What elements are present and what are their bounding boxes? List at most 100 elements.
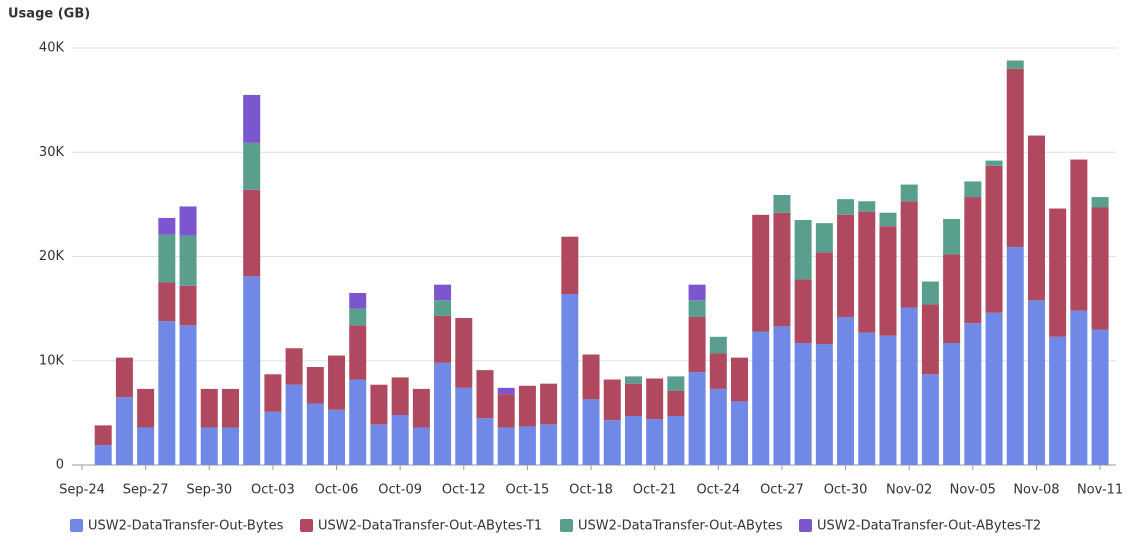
x-tick-label: Oct-30	[824, 483, 868, 498]
bar-segment	[815, 344, 833, 465]
bar-segment	[158, 217, 176, 235]
bar-segment	[328, 409, 346, 465]
legend-label: USW2-DataTransfer-Out-ABytes	[578, 519, 783, 534]
bar-segment	[179, 325, 197, 465]
bar-segment	[221, 427, 239, 465]
bar-segment	[667, 390, 685, 417]
bar-segment	[200, 388, 218, 428]
bar-segment	[900, 184, 918, 202]
bar-segment	[921, 281, 939, 305]
bar-segment	[921, 374, 939, 465]
bar-segment	[964, 197, 982, 324]
bar-segment	[943, 343, 961, 465]
bar-segment	[794, 279, 812, 344]
bar-segment	[921, 304, 939, 375]
bar-segment	[943, 254, 961, 344]
bar-segment	[243, 276, 261, 465]
bar-segment	[688, 300, 706, 317]
bar-segment	[837, 316, 855, 465]
bar-segment	[243, 189, 261, 277]
bar-segment	[582, 354, 600, 400]
bar-segment	[1027, 300, 1045, 465]
x-tick-label: Oct-27	[760, 483, 804, 498]
y-axis-label: Usage (GB)	[8, 7, 90, 22]
x-tick-label: Nov-08	[1013, 483, 1059, 498]
bar-segment	[815, 223, 833, 253]
x-tick-label: Oct-18	[569, 483, 613, 498]
bar-segment	[943, 218, 961, 255]
legend-swatch	[799, 519, 812, 532]
x-tick-label: Oct-12	[442, 483, 486, 498]
bar-segment	[709, 388, 727, 465]
bar-segment	[709, 336, 727, 354]
bar-segment	[370, 384, 388, 425]
bar-segment	[1091, 197, 1109, 208]
bar-segment	[497, 427, 515, 465]
bar-segment	[879, 212, 897, 227]
x-tick-label: Oct-06	[315, 483, 359, 498]
bar-segment	[391, 414, 409, 465]
bar-segment	[221, 388, 239, 428]
bar-segment	[709, 353, 727, 389]
bar-segment	[688, 316, 706, 373]
bar-segment	[264, 411, 282, 465]
bar-segment	[837, 199, 855, 215]
bar-segment	[158, 321, 176, 465]
bar-segment	[879, 335, 897, 465]
bar-segment	[540, 424, 558, 465]
bar-segment	[434, 300, 452, 316]
bar-segment	[243, 94, 261, 143]
legend-label: USW2-DataTransfer-Out-Bytes	[88, 519, 284, 534]
bar-segment	[1091, 329, 1109, 465]
bar-segment	[412, 427, 430, 465]
bar-segment	[412, 388, 430, 428]
bar-segment	[497, 394, 515, 428]
bar-segment	[985, 312, 1003, 465]
bar-segment	[688, 372, 706, 465]
legend-swatch	[300, 519, 313, 532]
bar-segment	[858, 211, 876, 333]
legend-swatch	[560, 519, 573, 532]
bar-segment	[306, 367, 324, 404]
x-tick-label: Oct-24	[696, 483, 740, 498]
bar-segment	[731, 401, 749, 465]
bar-segment	[115, 357, 133, 398]
bar-segment	[158, 282, 176, 322]
bar-segment	[731, 357, 749, 402]
y-tick-label: 0	[56, 458, 64, 473]
x-tick-label: Sep-24	[59, 483, 105, 498]
bar-segment	[1006, 60, 1024, 69]
x-tick-label: Sep-27	[123, 483, 169, 498]
bar-segment	[603, 420, 621, 465]
bar-segment	[137, 427, 155, 465]
x-tick-label: Nov-05	[950, 483, 996, 498]
bar-segment	[773, 194, 791, 213]
bar-segment	[434, 362, 452, 465]
bar-segment	[794, 220, 812, 280]
bar-segment	[179, 285, 197, 326]
bar-segment	[964, 323, 982, 465]
bar-segment	[179, 235, 197, 286]
legend-swatch	[70, 519, 83, 532]
bar-segment	[328, 355, 346, 410]
bar-segment	[349, 379, 367, 465]
bar-segment	[264, 374, 282, 412]
bar-segment	[858, 332, 876, 465]
bar-segment	[179, 206, 197, 236]
bar-segment	[964, 181, 982, 198]
bar-segment	[243, 142, 261, 190]
x-tick-label: Oct-03	[251, 483, 295, 498]
bar-segment	[115, 397, 133, 465]
x-tick-label: Oct-15	[506, 483, 550, 498]
x-tick-label: Oct-09	[378, 483, 422, 498]
bar-segment	[455, 318, 473, 388]
bar-segment	[561, 294, 579, 465]
bar-segment	[349, 325, 367, 380]
x-tick-label: Sep-30	[186, 483, 232, 498]
bar-segment	[1006, 68, 1024, 248]
bar-segment	[794, 343, 812, 465]
bar-segment	[370, 424, 388, 465]
x-tick-label: Nov-11	[1077, 483, 1123, 498]
bar-segment	[540, 383, 558, 425]
bar-segment	[624, 376, 642, 384]
